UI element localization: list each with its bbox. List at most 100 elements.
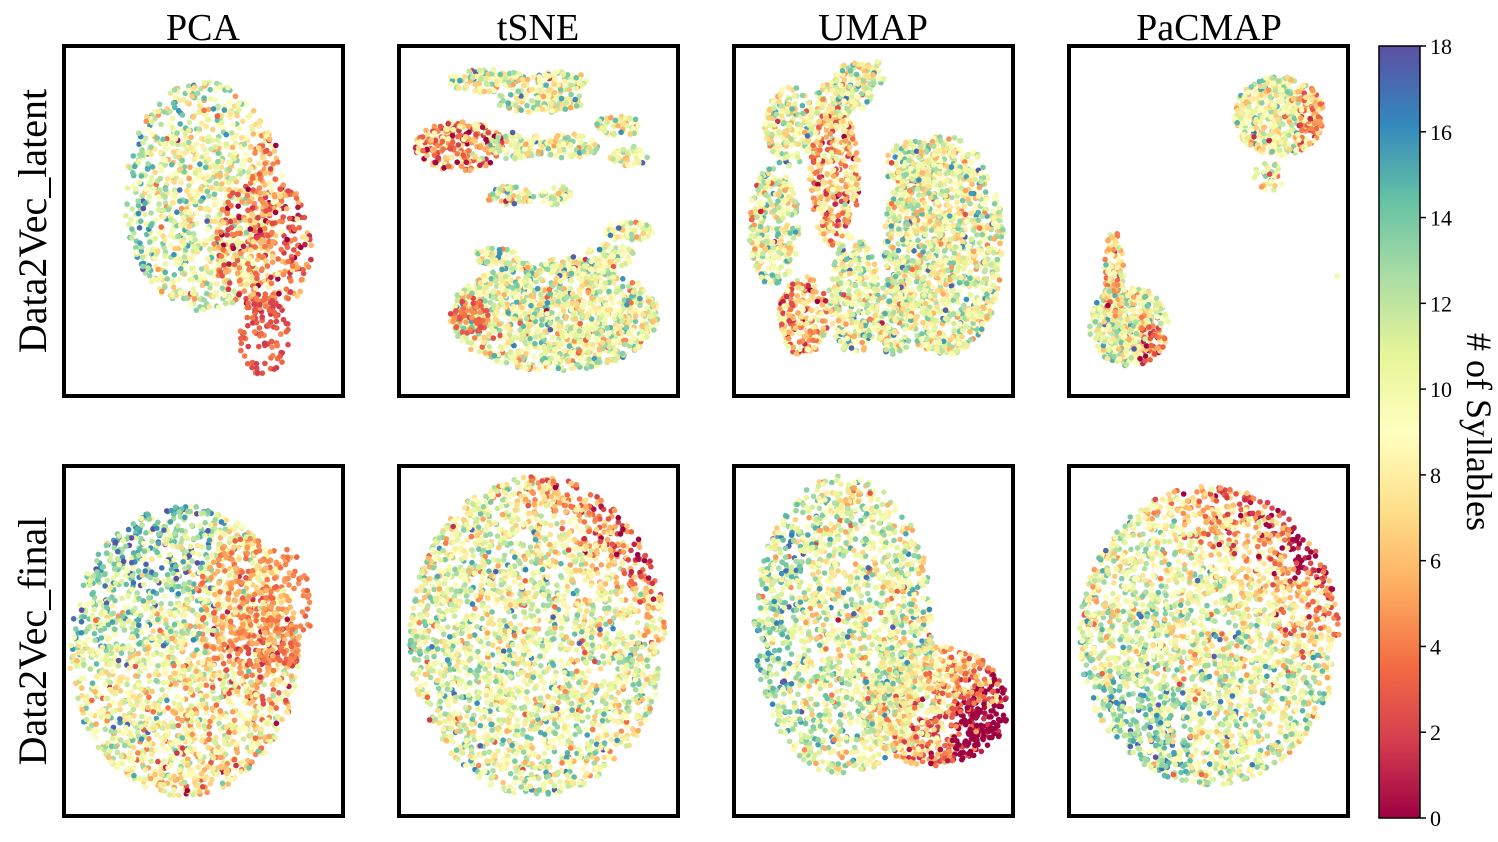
scatter-point [208, 270, 214, 276]
scatter-point [765, 179, 771, 185]
scatter-point [296, 225, 302, 231]
scatter-point [248, 226, 254, 232]
scatter-point [618, 130, 624, 136]
scatter-point [249, 365, 255, 371]
scatter-point [749, 233, 755, 239]
scatter-point [587, 356, 593, 362]
scatter-point [854, 182, 860, 188]
scatter-point [758, 258, 764, 264]
scatter-point [792, 199, 798, 205]
scatter-point [632, 160, 638, 166]
scatter-point [207, 246, 213, 252]
scatter-point [477, 163, 483, 169]
scatter-point [568, 326, 574, 332]
scatter-point [776, 192, 782, 198]
scatter-point [557, 148, 563, 154]
scatter-point [132, 164, 138, 170]
scatter-point [144, 248, 150, 254]
scatter-point [541, 94, 547, 100]
scatter-point [571, 132, 577, 138]
scatter-point [458, 124, 464, 130]
scatter-point [771, 254, 777, 260]
scatter-point [820, 83, 826, 89]
scatter-point [548, 356, 554, 362]
scatter-point [177, 187, 183, 193]
scatter-point [828, 131, 834, 137]
scatter-point [471, 122, 477, 128]
scatter-point [851, 189, 857, 195]
scatter-point [849, 130, 855, 136]
scatter-point [779, 227, 785, 233]
scatter-point [464, 83, 470, 89]
scatter-point [805, 148, 811, 154]
scatter-point [580, 313, 586, 319]
scatter-point [275, 159, 281, 165]
scatter-point [530, 315, 536, 321]
scatter-point [201, 297, 207, 303]
column-title-tsne: tSNE [497, 7, 579, 49]
scatter-point [766, 166, 772, 172]
scatter-point [552, 360, 558, 366]
scatter-point [809, 166, 815, 172]
scatter-point [580, 133, 586, 139]
scatter-point [218, 269, 224, 275]
scatter-point [463, 319, 469, 325]
scatter-point [781, 247, 787, 253]
scatter-point [139, 153, 145, 159]
scatter-point [219, 253, 225, 259]
scatter-point [205, 226, 211, 232]
scatter-point [817, 174, 823, 180]
scatter-point [612, 348, 618, 354]
scatter-point [231, 176, 237, 182]
scatter-point [795, 155, 801, 161]
scatter-panel-data2vec_latent-tsne [399, 46, 678, 396]
scatter-point [568, 271, 574, 277]
scatter-point [590, 137, 596, 143]
scatter-point [526, 324, 532, 330]
scatter-point [286, 225, 292, 231]
scatter-point [492, 317, 498, 323]
scatter-point [629, 232, 635, 238]
scatter-point [834, 137, 840, 143]
scatter-point [194, 211, 200, 217]
scatter-point [627, 259, 633, 265]
scatter-point [255, 215, 261, 221]
scatter-point [186, 128, 192, 134]
scatter-point [577, 348, 583, 354]
scatter-point [843, 163, 849, 169]
scatter-point [272, 176, 278, 182]
scatter-point [817, 200, 823, 206]
scatter-point [446, 136, 452, 142]
scatter-point [513, 150, 519, 156]
scatter-point [551, 196, 557, 202]
scatter-point [770, 239, 776, 245]
scatter-point [238, 348, 244, 354]
scatter-point [597, 258, 603, 264]
scatter-point [482, 89, 488, 95]
scatter-point [170, 193, 176, 199]
scatter-point [498, 72, 504, 78]
scatter-point [248, 165, 254, 171]
scatter-point [758, 224, 764, 230]
scatter-point [542, 350, 548, 356]
scatter-point [130, 206, 136, 212]
scatter-point [250, 315, 256, 321]
scatter-point [843, 197, 849, 203]
scatter-point [748, 210, 754, 216]
scatter-point [156, 194, 162, 200]
scatter-point [220, 247, 226, 253]
scatter-point [194, 246, 200, 252]
scatter-point [432, 130, 438, 136]
scatter-point [512, 156, 518, 162]
scatter-point [207, 285, 213, 291]
scatter-point [602, 253, 608, 259]
scatter-point [758, 209, 764, 215]
scatter-point [180, 112, 186, 118]
scatter-point [828, 159, 834, 165]
scatter-point [845, 212, 851, 218]
scatter-point [749, 198, 755, 204]
column-title-pca: PCA [166, 7, 240, 49]
scatter-point [304, 236, 310, 242]
scatter-point [592, 142, 598, 148]
scatter-point [242, 288, 248, 294]
